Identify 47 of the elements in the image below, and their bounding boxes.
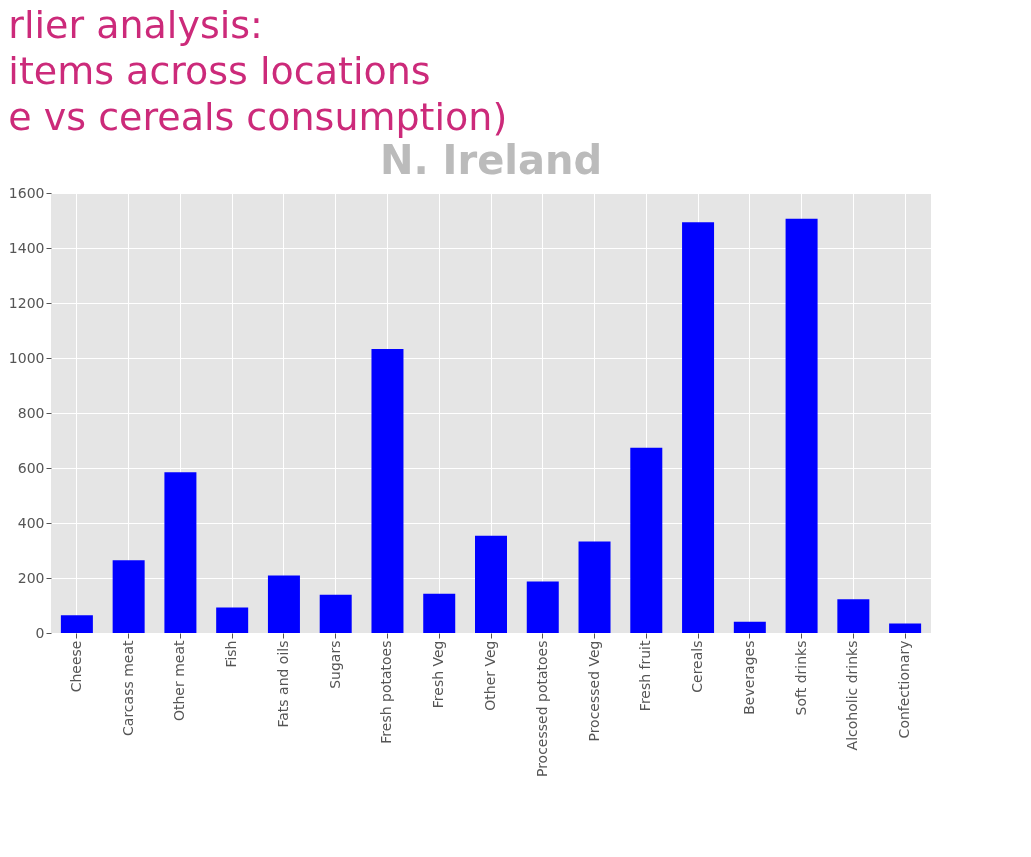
x-tick-label: Other meat xyxy=(171,640,188,722)
x-tick-label: Soft drinks xyxy=(792,640,809,716)
x-tick-label: Alcoholic drinks xyxy=(844,640,861,751)
bar xyxy=(216,607,249,633)
bar xyxy=(630,447,663,633)
bar xyxy=(475,535,507,633)
bar xyxy=(526,581,559,633)
y-tick-label: 1600 xyxy=(8,184,45,201)
x-tick-label: Confectionary xyxy=(896,640,913,739)
x-tick-label: Fish xyxy=(223,640,240,668)
y-tick-label: 600 xyxy=(17,459,45,476)
x-tick-label: Fats and oils xyxy=(274,640,291,728)
bar xyxy=(837,599,870,633)
y-tick-label: 1000 xyxy=(8,349,45,366)
x-tick-label: Fresh fruit xyxy=(637,640,654,712)
bar xyxy=(889,623,922,633)
y-tick-label: 200 xyxy=(17,569,45,586)
bar xyxy=(164,472,197,633)
text: e vs cereals consumption) xyxy=(8,95,508,139)
bar xyxy=(112,560,145,633)
bar xyxy=(60,615,93,633)
x-tick-label: Cheese xyxy=(67,640,84,693)
x-tick-label: Sugars xyxy=(326,640,343,689)
y-tick-label: 1200 xyxy=(8,294,45,311)
bar xyxy=(785,218,818,633)
x-tick-label: Other Veg xyxy=(482,640,498,711)
x-tick-label: Processed Veg xyxy=(585,640,602,742)
y-tick-label: 400 xyxy=(17,514,45,531)
bar xyxy=(733,621,766,633)
bar xyxy=(319,594,352,633)
bar xyxy=(578,541,611,633)
text: rlier analysis: xyxy=(8,3,263,47)
chart-title: N. Ireland xyxy=(379,137,603,183)
bar xyxy=(682,222,715,633)
y-tick-label: 800 xyxy=(17,404,45,421)
bar xyxy=(267,575,300,633)
x-tick-label: Beverages xyxy=(740,640,757,715)
x-tick-label: Cereals xyxy=(689,640,706,693)
x-tick-label: Fresh Veg xyxy=(430,640,447,709)
y-tick-label: 0 xyxy=(35,624,45,641)
bar xyxy=(423,593,456,633)
bar xyxy=(371,348,404,633)
text: items across locations xyxy=(8,49,431,93)
x-tick-label: Carcass meat xyxy=(119,639,136,736)
x-tick-label: Fresh potatoes xyxy=(378,640,395,744)
x-tick-label: Processed potatoes xyxy=(533,640,550,778)
y-tick-label: 1400 xyxy=(8,239,45,256)
